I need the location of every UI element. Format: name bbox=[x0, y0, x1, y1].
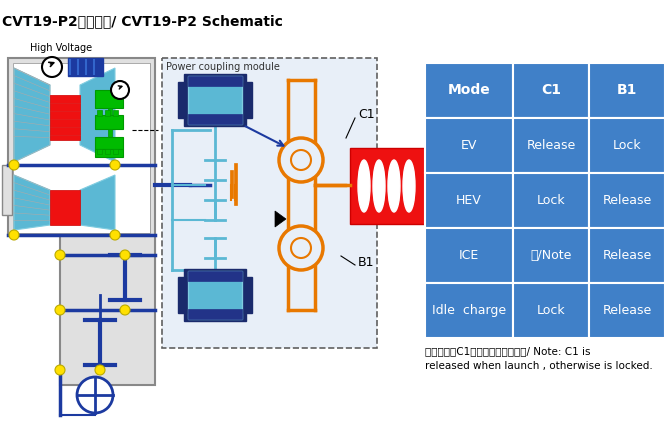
Bar bbox=[162, 58, 377, 348]
Bar bbox=[50, 95, 80, 140]
Bar bbox=[50, 190, 80, 225]
Circle shape bbox=[120, 305, 130, 315]
Circle shape bbox=[279, 138, 323, 182]
Circle shape bbox=[291, 238, 311, 258]
Text: Release: Release bbox=[603, 304, 652, 317]
Text: Power coupling module: Power coupling module bbox=[166, 62, 280, 72]
Text: Release: Release bbox=[603, 249, 652, 262]
Bar bbox=[234, 163, 237, 205]
Ellipse shape bbox=[373, 160, 385, 212]
Text: Mode: Mode bbox=[448, 83, 491, 98]
Bar bbox=[589, 118, 665, 173]
Circle shape bbox=[77, 377, 113, 413]
Polygon shape bbox=[14, 175, 50, 230]
Bar bbox=[589, 173, 665, 228]
Circle shape bbox=[42, 57, 62, 77]
Circle shape bbox=[110, 160, 120, 170]
Bar bbox=[188, 114, 242, 124]
Bar bbox=[188, 76, 242, 86]
Bar bbox=[113, 149, 118, 154]
Ellipse shape bbox=[388, 160, 400, 212]
Bar bbox=[95, 115, 123, 129]
Text: Lock: Lock bbox=[537, 194, 565, 207]
Polygon shape bbox=[8, 58, 155, 290]
Bar bbox=[184, 269, 246, 321]
Bar bbox=[425, 228, 513, 283]
Bar bbox=[108, 108, 112, 120]
Circle shape bbox=[55, 250, 65, 260]
Bar bbox=[2, 165, 12, 215]
Text: ICE: ICE bbox=[459, 249, 479, 262]
Bar bbox=[95, 90, 123, 108]
Text: Idle  charge: Idle charge bbox=[432, 304, 506, 317]
Circle shape bbox=[9, 230, 19, 240]
Circle shape bbox=[55, 365, 65, 375]
Bar bbox=[184, 74, 246, 126]
Text: B1: B1 bbox=[617, 83, 637, 98]
Bar bbox=[188, 271, 242, 281]
Bar bbox=[95, 149, 123, 157]
Bar bbox=[513, 118, 589, 173]
Bar bbox=[60, 235, 155, 385]
Bar bbox=[230, 170, 233, 198]
Text: 注/Note: 注/Note bbox=[530, 249, 572, 262]
Bar bbox=[513, 228, 589, 283]
Bar bbox=[13, 63, 150, 233]
Text: Lock: Lock bbox=[537, 304, 565, 317]
Bar bbox=[188, 76, 242, 124]
Circle shape bbox=[95, 365, 105, 375]
Bar bbox=[425, 173, 513, 228]
Bar bbox=[589, 283, 665, 338]
Bar bbox=[105, 110, 110, 116]
Bar bbox=[178, 82, 186, 118]
Bar bbox=[350, 148, 428, 224]
Text: CVT19-P2技术方案/ CVT19-P2 Schematic: CVT19-P2技术方案/ CVT19-P2 Schematic bbox=[2, 14, 283, 28]
Polygon shape bbox=[275, 211, 286, 227]
Bar bbox=[425, 63, 513, 118]
Bar bbox=[425, 118, 513, 173]
Bar bbox=[68, 58, 103, 76]
Bar bbox=[589, 63, 665, 118]
Bar bbox=[513, 173, 589, 228]
Text: Release: Release bbox=[603, 194, 652, 207]
Bar bbox=[105, 149, 110, 154]
Polygon shape bbox=[80, 175, 115, 230]
Text: EV: EV bbox=[461, 139, 477, 152]
Text: High Voltage: High Voltage bbox=[30, 43, 92, 53]
Bar bbox=[589, 228, 665, 283]
Text: C1: C1 bbox=[541, 83, 561, 98]
Text: C1: C1 bbox=[358, 108, 374, 122]
Bar bbox=[188, 309, 242, 319]
Text: 注：起步时C1分离，其余情况结合/ Note: C1 is
released when launch , otherwise is locked.: 注：起步时C1分离，其余情况结合/ Note: C1 is released w… bbox=[425, 346, 653, 371]
Bar bbox=[113, 110, 118, 116]
Bar bbox=[178, 277, 186, 313]
Bar bbox=[13, 63, 150, 233]
Circle shape bbox=[9, 160, 19, 170]
Bar bbox=[188, 271, 242, 319]
Circle shape bbox=[55, 305, 65, 315]
Bar bbox=[97, 149, 102, 154]
Bar bbox=[97, 110, 102, 116]
Circle shape bbox=[279, 226, 323, 270]
Circle shape bbox=[120, 250, 130, 260]
Bar bbox=[425, 283, 513, 338]
Text: HEV: HEV bbox=[456, 194, 482, 207]
Bar bbox=[108, 129, 112, 137]
Polygon shape bbox=[80, 68, 115, 162]
Circle shape bbox=[291, 150, 311, 170]
Bar bbox=[95, 137, 123, 149]
Bar bbox=[244, 277, 252, 313]
Circle shape bbox=[111, 81, 129, 99]
Ellipse shape bbox=[358, 160, 370, 212]
Bar bbox=[8, 58, 155, 415]
Bar bbox=[244, 82, 252, 118]
Text: Lock: Lock bbox=[613, 139, 641, 152]
Text: B1: B1 bbox=[358, 256, 374, 269]
Ellipse shape bbox=[403, 160, 415, 212]
Circle shape bbox=[110, 230, 120, 240]
Bar bbox=[513, 63, 589, 118]
Text: Release: Release bbox=[526, 139, 576, 152]
Polygon shape bbox=[14, 68, 50, 162]
Bar bbox=[513, 283, 589, 338]
